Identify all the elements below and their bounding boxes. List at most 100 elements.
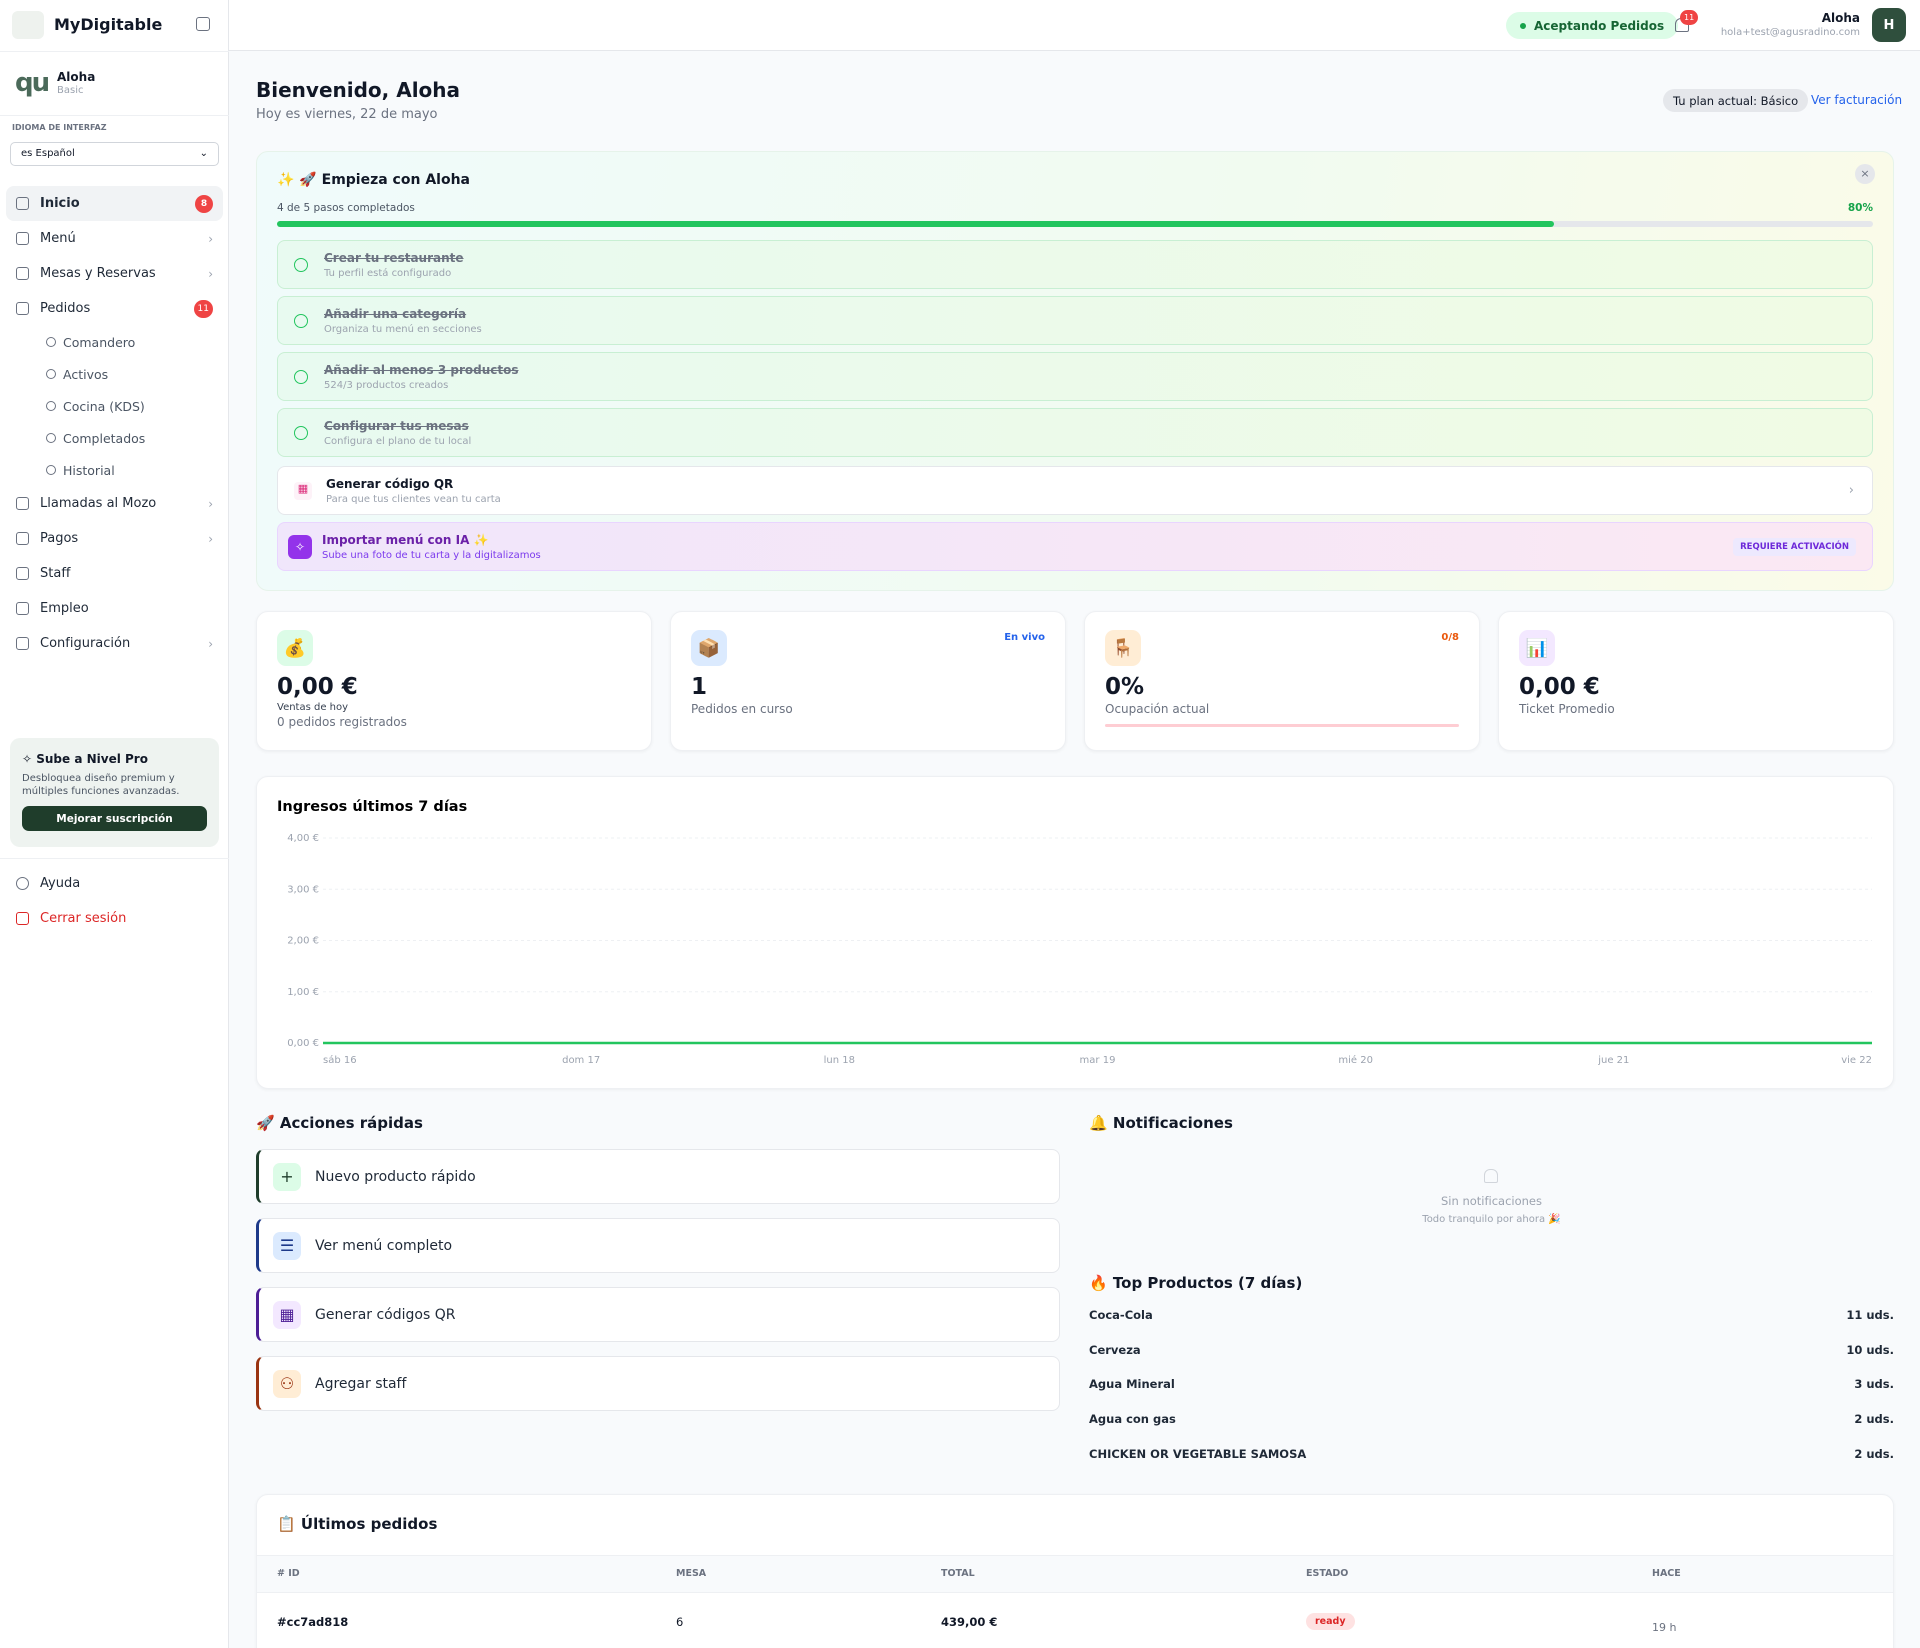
stat-card: 📦 1 Pedidos en curso En vivo: [670, 611, 1066, 751]
language-select[interactable]: es Español ⌄: [10, 142, 219, 166]
cell-time: 19 h: [1652, 1621, 1677, 1634]
topbar: Aceptando Pedidos 11 Aloha hola+test@agu…: [229, 0, 1920, 51]
revenue-chart: Ingresos últimos 7 días 0,00 € 1,00 € 2,00…: [277, 799, 1872, 1066]
restaurant-logo: qu: [15, 68, 50, 98]
collapse-button[interactable]: [196, 17, 210, 31]
stat-icon: 📊: [1519, 630, 1555, 666]
nav-icon: [16, 567, 29, 580]
step-text: Añadir una categoría Organiza tu menú en …: [324, 307, 482, 335]
language-label: IDIOMA DE INTERFAZ: [12, 123, 107, 132]
sub-label: Cocina (KDS): [63, 398, 145, 414]
status-pill[interactable]: Aceptando Pedidos: [1506, 12, 1679, 39]
notification-badge: 11: [1680, 10, 1699, 25]
sub-nav-item[interactable]: Activos: [0, 358, 229, 390]
column-header: TOTAL: [941, 1568, 975, 1579]
upgrade-button[interactable]: Mejorar suscripción: [22, 806, 207, 831]
step-text: Configurar tus mesas Configura el plano d…: [324, 419, 471, 447]
nav-item[interactable]: Pedidos 11: [6, 291, 223, 326]
stat-icon: 🪑: [1105, 630, 1141, 666]
nav-item[interactable]: Inicio 8: [6, 186, 223, 221]
plan-pill: Tu plan actual: Básico: [1663, 89, 1809, 112]
stat-label: Ventas de hoy: [277, 702, 349, 713]
nav-label: Inicio: [40, 196, 80, 211]
quick-action[interactable]: ☰ Ver menú completo: [256, 1218, 1060, 1273]
sub-nav-item[interactable]: Cocina (KDS): [0, 390, 229, 422]
status: Aceptando Pedidos: [1534, 18, 1665, 33]
billing-link[interactable]: Ver facturación: [1811, 93, 1903, 107]
onboarding-title-text: Empieza con Aloha: [321, 172, 470, 188]
help: Ayuda: [40, 876, 81, 891]
nav-label: Mesas y Reservas: [40, 266, 156, 281]
x-tick-label: vie 22: [1841, 1055, 1872, 1066]
check-icon: [294, 257, 308, 272]
product-name: Agua con gas: [1089, 1412, 1176, 1427]
nav-item[interactable]: Pagos ›: [6, 521, 223, 556]
page-date: Hoy es viernes, 22 de mayo: [256, 107, 438, 122]
pending-step[interactable]: ▦ Generar código QR Para que tus clientes…: [277, 466, 1873, 515]
brand-logo: [12, 11, 44, 39]
ai-title: Importar menú con IA ✨: [322, 532, 489, 547]
product-name: Agua Mineral: [1089, 1377, 1175, 1392]
stat-label: Ocupación actual: [1105, 702, 1210, 716]
progress-track: [277, 221, 1873, 227]
product-name: CHICKEN OR VEGETABLE SAMOSA: [1089, 1446, 1307, 1461]
close-button[interactable]: ×: [1855, 164, 1875, 184]
nav: Inicio 8 Menú › Mesas y Reservas › Pedidos 11 Co…: [0, 186, 229, 661]
onboarding: ✨ 🚀 Empieza con Aloha × 4 de 5 pasos com…: [256, 151, 1894, 591]
quick-action-icon: ⚇: [273, 1369, 301, 1398]
quick-actions-title-text: Acciones rápidas: [279, 1114, 423, 1132]
nav-label: Pedidos: [40, 301, 91, 316]
nav-label: Configuración: [40, 636, 131, 651]
stat-value: 0,00 €: [277, 674, 358, 700]
quick-action[interactable]: ⚇ Agregar staff: [256, 1356, 1060, 1411]
logout-link[interactable]: Cerrar sesión: [6, 901, 223, 936]
avatar[interactable]: H: [1872, 8, 1906, 42]
product-units: 3 uds.: [1854, 1377, 1894, 1392]
nav-icon: [16, 302, 29, 315]
help-link[interactable]: Ayuda: [6, 866, 223, 901]
top-product: CHICKEN OR VEGETABLE SAMOSA 2 uds.: [1089, 1447, 1894, 1461]
x-tick-label: jue 21: [1597, 1055, 1629, 1066]
sub-nav-item[interactable]: Completados: [0, 422, 229, 454]
ai-subtitle: Sube una foto de tu carta y la digitaliz…: [322, 549, 541, 561]
quick-action-label: Ver menú completo: [315, 1237, 453, 1254]
stat-sub: 0 pedidos registrados: [277, 715, 407, 729]
nav-item[interactable]: Llamadas al Mozo ›: [6, 486, 223, 521]
stat-card: 📊 0,00 € Ticket Promedio: [1498, 611, 1894, 751]
x-tick-label: mié 20: [1338, 1054, 1373, 1066]
nav-badge: 8: [195, 194, 213, 213]
nav-item[interactable]: Menú ›: [6, 221, 223, 256]
stat-label: Ticket Promedio: [1519, 702, 1615, 716]
nav-icon: [16, 602, 29, 615]
nav-item[interactable]: Staff: [6, 556, 223, 591]
nav-label: Empleo: [40, 601, 89, 616]
nav-item[interactable]: Mesas y Reservas ›: [6, 256, 223, 291]
pending-title: Generar código QR: [326, 476, 454, 491]
status-badge: ready: [1306, 1613, 1355, 1630]
stat-value: 0,00 €: [1519, 674, 1600, 700]
quick-action[interactable]: + Nuevo producto rápido: [256, 1149, 1060, 1204]
x-tick-label: sáb 16: [323, 1054, 357, 1066]
nav-icon: [16, 532, 29, 545]
chevron: ›: [208, 636, 213, 651]
promo-title: ✧ Sube a Nivel Pro: [22, 752, 148, 766]
restaurant-name: Aloha: [57, 70, 96, 84]
check-icon: [294, 313, 308, 328]
y-tick-label: 2,00 €: [287, 936, 319, 947]
nav-item[interactable]: Configuración ›: [6, 626, 223, 661]
step-title: Crear tu restaurante: [324, 250, 464, 265]
sub-icon: [46, 465, 56, 475]
sub-nav-item[interactable]: Comandero: [0, 326, 229, 358]
stat-value: 1: [691, 674, 708, 700]
quick-action[interactable]: ▦ Generar códigos QR: [256, 1287, 1060, 1342]
user-name: Aloha: [1821, 11, 1860, 25]
sub-nav-item[interactable]: Historial: [0, 454, 229, 486]
orders-title-text: Últimos pedidos: [300, 1515, 438, 1533]
revenue-card: Ingresos últimos 7 días 0,00 € 1,00 € 2,00…: [256, 776, 1894, 1089]
column-header: # ID: [277, 1568, 300, 1579]
y-tick-label: 4,00 €: [287, 833, 319, 844]
nav-label: Staff: [40, 566, 71, 581]
nav-item[interactable]: Empleo: [6, 591, 223, 626]
ai-step[interactable]: ✧ Importar menú con IA ✨ Sube una foto de…: [277, 522, 1873, 571]
